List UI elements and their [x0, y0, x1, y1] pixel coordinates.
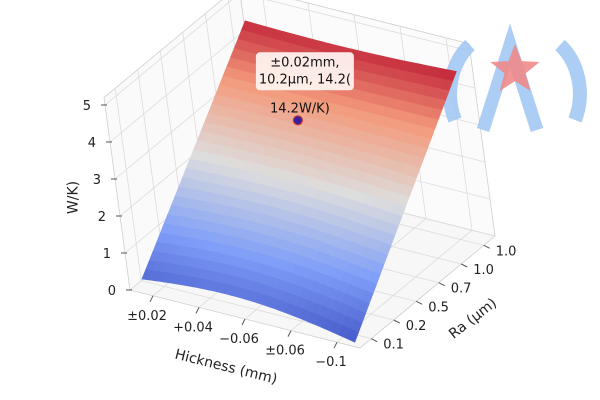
- watermark-star: [490, 44, 540, 91]
- x-tick-mark: [195, 307, 200, 314]
- x-axis-label: Hickness (mm): [173, 347, 279, 388]
- x-tick-label: ±0.02: [127, 309, 167, 324]
- z-tick-label: 3: [93, 173, 101, 188]
- y-tick-mark: [461, 263, 468, 268]
- y-tick-labels: 0.10.20.50.71.01.0: [371, 244, 517, 353]
- x-tick-label: −0.1: [315, 355, 347, 370]
- y-tick-label: 0.5: [428, 300, 449, 315]
- z-tick-label: 2: [98, 210, 106, 225]
- x-tick-mark: [149, 295, 154, 303]
- y-tick-mark: [393, 319, 400, 324]
- annotation-value-label: 14.2W/K): [270, 101, 330, 116]
- y-tick-label: 0.1: [383, 338, 404, 353]
- z-tick-label: 1: [103, 247, 111, 262]
- y-tick-mark: [416, 300, 423, 305]
- y-grid-line: [137, 69, 165, 263]
- z-axis-label: W/K): [66, 181, 82, 214]
- watermark-ring-right: [555, 39, 587, 123]
- y-grid-line: [114, 88, 142, 281]
- z-tick-label: 0: [108, 284, 116, 299]
- x-tick-mark: [287, 330, 292, 337]
- z-grid-line: [104, 0, 233, 106]
- z-tick-label: 5: [83, 99, 91, 114]
- annotation-line-2: 10.2μm, 14.2(: [259, 72, 351, 87]
- y-tick-label: 1.0: [496, 244, 517, 259]
- y-tick-mark: [483, 244, 490, 249]
- y-tick-label: 1.0: [473, 263, 494, 278]
- z-grid-line: [109, 29, 246, 143]
- x-tick-labels: ±0.02 +0.04 −0.06 ±0.06 −0.1: [127, 295, 347, 370]
- x-tick-label: +0.04: [173, 320, 213, 335]
- y-axis-label: Ra (μm): [446, 295, 500, 342]
- point-annotation: ±0.02mm, 10.2μm, 14.2( 14.2W/K): [255, 52, 354, 126]
- annotation-box: [255, 52, 354, 91]
- annotation-line-1: ±0.02mm,: [270, 55, 339, 70]
- highlight-point: [292, 115, 303, 126]
- watermark-letter: [476, 23, 544, 132]
- x-tick-label: −0.06: [219, 332, 259, 347]
- x-tick-mark: [241, 318, 246, 326]
- surface-patch: [346, 328, 359, 343]
- y-tick-mark: [371, 338, 378, 343]
- y-tick-label: 0.7: [451, 282, 472, 297]
- z-tick-labels: 0 1 2 3 4 5: [83, 99, 132, 299]
- y-tick-label: 0.2: [406, 319, 427, 334]
- z-tick-label: 4: [88, 136, 96, 151]
- x-tick-mark: [333, 341, 338, 349]
- y-tick-mark: [438, 282, 445, 287]
- x-tick-label: ±0.06: [265, 344, 305, 359]
